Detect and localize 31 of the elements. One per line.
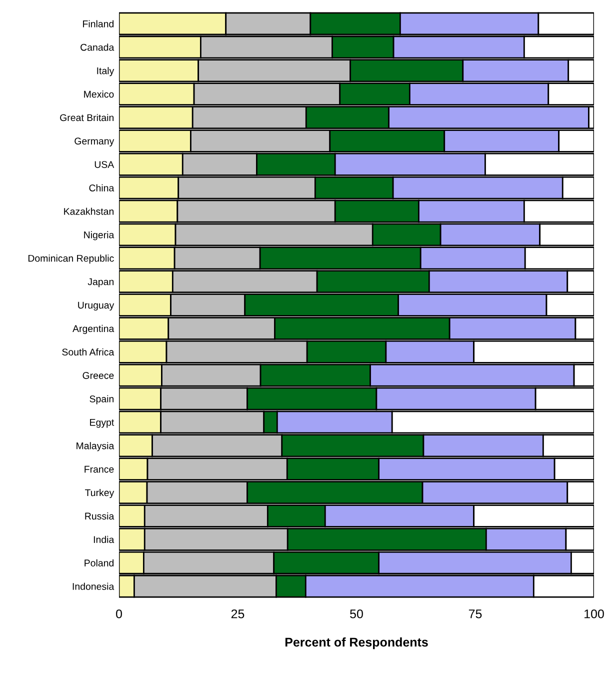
- y-tick-label: Mexico: [84, 90, 114, 98]
- x-axis-title: Percent of Respondents: [285, 637, 428, 650]
- x-tick-label: 75: [468, 610, 482, 618]
- y-tick-label: USA: [94, 161, 114, 168]
- y-tick-label: Indonesia: [72, 582, 114, 590]
- y-tick-label: Kazakhstan: [64, 208, 114, 215]
- x-tick-label: 0: [116, 609, 122, 618]
- y-tick-label: Dominican Republic: [28, 254, 114, 264]
- y-tick-label: Japan: [88, 278, 114, 288]
- y-tick-label: Great Britain: [60, 114, 114, 122]
- x-tick-label: 50: [350, 609, 363, 618]
- x-tick-label: 25: [231, 609, 244, 618]
- y-tick-label: Egypt: [90, 419, 114, 428]
- y-tick-label: Nigeria: [84, 231, 114, 240]
- y-tick-label: Poland: [84, 559, 114, 566]
- y-tick-label: Finland: [83, 20, 114, 28]
- y-tick-label: South Africa: [62, 348, 114, 356]
- y-tick-label: Turkey: [85, 488, 114, 498]
- y-tick-label: Germany: [74, 138, 114, 146]
- y-tick-label: Canada: [80, 44, 114, 51]
- y-tick-label: Russia: [85, 512, 114, 520]
- y-tick-label: Argentina: [72, 324, 114, 334]
- y-tick-label: Italy: [97, 67, 114, 76]
- y-tick-label: Spain: [90, 395, 114, 404]
- x-tick-label: 100: [584, 609, 604, 618]
- y-tick-label: Malaysia: [76, 442, 114, 452]
- y-tick-label: India: [94, 536, 114, 544]
- y-tick-label: France: [84, 466, 114, 473]
- y-tick-label: China: [89, 184, 114, 192]
- y-tick-label: Greece: [82, 372, 114, 379]
- y-tick-label: Uruguay: [78, 302, 114, 311]
